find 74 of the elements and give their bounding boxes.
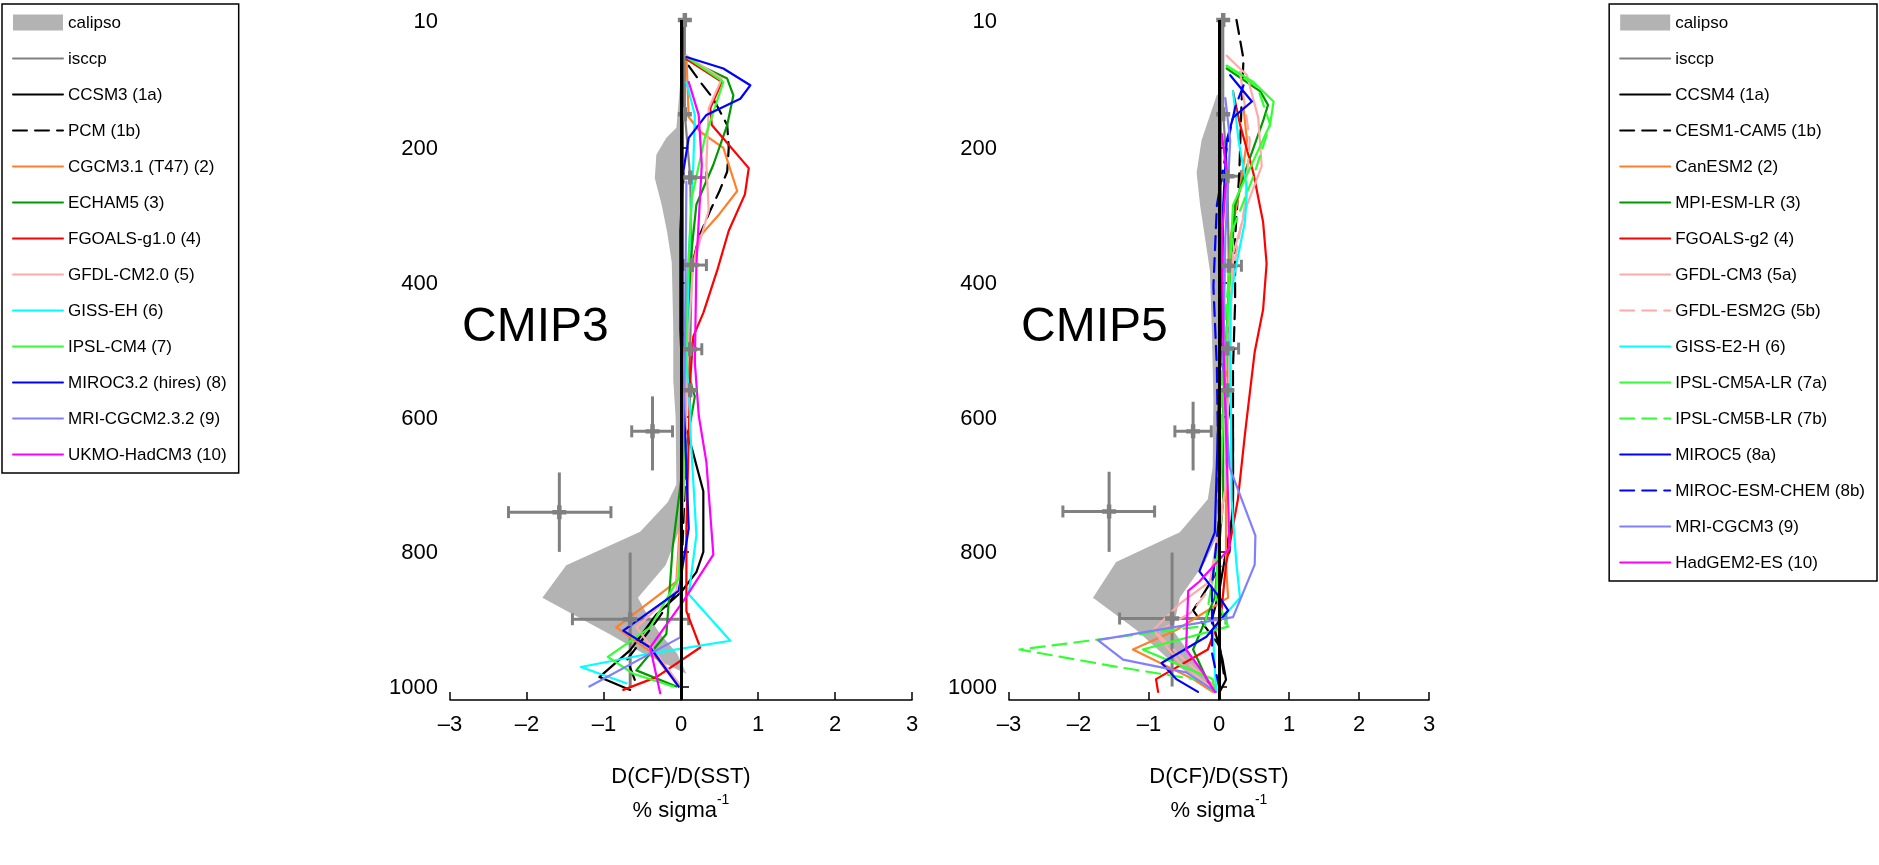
x-tick-label: –2 (514, 710, 540, 736)
point (1216, 13, 1231, 27)
legend-label: IPSL-CM5B-LR (7b) (1675, 409, 1828, 428)
point (1186, 424, 1201, 439)
y-tick-label: 800 (401, 539, 438, 565)
x-tick-label: 3 (1422, 710, 1436, 736)
y-tick-label: 1000 (389, 674, 438, 700)
x-tick-label: –1 (591, 710, 617, 736)
legend-label: CESM1-CAM5 (1b) (1675, 121, 1822, 140)
legend-label: MIROC5 (8a) (1675, 445, 1777, 464)
x-tick-label: 2 (828, 710, 842, 736)
point (677, 13, 692, 27)
point (684, 258, 699, 273)
legend-label: IPSL-CM4 (7) (68, 337, 172, 356)
x-tick-label: –3 (437, 710, 463, 736)
annotation: CMIP5 (1021, 297, 1168, 351)
legend-label: MPI-ESM-LR (3) (1675, 193, 1801, 212)
point (1165, 611, 1180, 626)
x-tick-label: 2 (1352, 710, 1366, 736)
legend-label: FGOALS-g2 (4) (1675, 229, 1795, 248)
legend-label: calipso (68, 13, 121, 32)
y-tick-label: 200 (960, 135, 997, 161)
point (552, 505, 567, 520)
x-tick-label: –3 (996, 710, 1022, 736)
point (683, 170, 698, 185)
point (1220, 341, 1235, 356)
point (683, 342, 698, 357)
legend-label: GFDL-ESM2G (5b) (1675, 301, 1821, 320)
x-tick-label: 1 (751, 710, 765, 736)
legend-label: CGCM3.1 (T47) (2) (68, 157, 215, 176)
y-tick-label: 1000 (948, 674, 997, 700)
y-tick-label: 600 (401, 404, 438, 430)
legend-label: MRI-CGCM3 (9) (1675, 517, 1799, 536)
legend-label: ECHAM5 (3) (68, 193, 165, 212)
legend-label: isccp (1675, 49, 1714, 68)
legend-label: FGOALS-g1.0 (4) (68, 229, 202, 248)
x-tick-label: 1 (1282, 710, 1296, 736)
x-tick-label: 0 (674, 710, 688, 736)
legend-label: GISS-E2-H (6) (1675, 337, 1786, 356)
y-tick-label: 600 (960, 404, 997, 430)
legend-label: calipso (1675, 13, 1729, 32)
legend-label: MRI-CGCM2.3.2 (9) (68, 409, 221, 428)
point (1102, 504, 1117, 519)
point (1221, 258, 1236, 273)
point (683, 383, 698, 398)
annotation: CMIP3 (462, 297, 609, 351)
x-tick-label: –1 (1136, 710, 1162, 736)
y-tick-label: 400 (960, 270, 997, 296)
y-tick-label: 200 (401, 135, 438, 161)
legend-label: GFDL-CM3 (5a) (1675, 265, 1798, 284)
legend-label: MIROC3.2 (hires) (8) (68, 373, 227, 392)
point (1220, 169, 1235, 184)
point (1220, 383, 1235, 398)
point (645, 424, 660, 439)
legend-label: CanESM2 (2) (1675, 157, 1779, 176)
legend-label: UKMO-HadCM3 (10) (68, 445, 227, 464)
legend-label: GISS-EH (6) (68, 301, 164, 320)
legend-label: GFDL-CM2.0 (5) (68, 265, 195, 284)
y-tick-label: 400 (401, 270, 438, 296)
legend-label: isccp (68, 49, 107, 68)
line-series (649, 80, 715, 695)
legend-label: CCSM3 (1a) (68, 85, 163, 104)
x-tick-label: –2 (1066, 710, 1092, 736)
y-tick-label: 10 (413, 7, 438, 33)
legend-label: MIROC-ESM-CHEM (8b) (1675, 481, 1866, 500)
legend-label: IPSL-CM5A-LR (7a) (1675, 373, 1828, 392)
y-tick-label: 800 (960, 539, 997, 565)
legend-label: HadGEM2-ES (10) (1675, 553, 1818, 572)
x-tick-label: 3 (905, 710, 919, 736)
legend-label: CCSM4 (1a) (1675, 85, 1770, 104)
x-tick-label: 0 (1212, 710, 1226, 736)
y-tick-label: 10 (972, 7, 997, 33)
point (623, 612, 638, 627)
legend-label: PCM (1b) (68, 121, 141, 140)
